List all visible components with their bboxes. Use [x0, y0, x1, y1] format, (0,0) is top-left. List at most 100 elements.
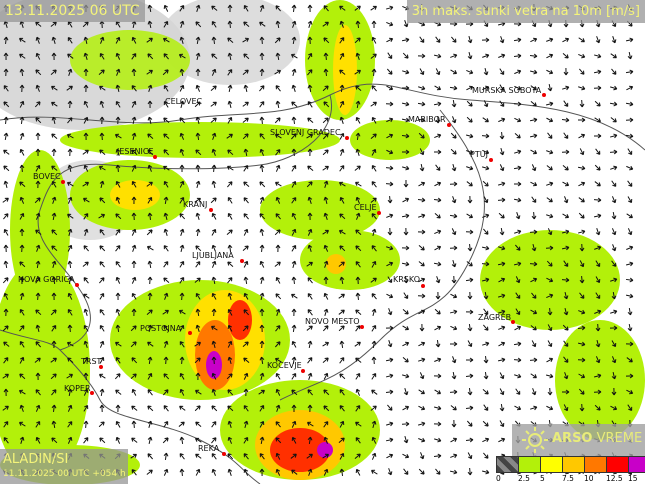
wind-arrow	[291, 84, 297, 92]
wind-arrow	[466, 165, 474, 171]
wind-arrow	[146, 181, 153, 187]
wind-arrow	[307, 4, 313, 13]
wind-arrow	[146, 469, 153, 475]
wind-arrow	[274, 69, 282, 75]
wind-arrow	[498, 437, 506, 443]
wind-arrow	[355, 85, 362, 91]
wind-arrow	[147, 341, 154, 347]
wind-arrow	[51, 148, 57, 157]
wind-arrow	[51, 229, 58, 236]
wind-arrow	[610, 53, 617, 59]
wind-arrow	[147, 453, 154, 460]
wind-arrow	[67, 244, 73, 252]
city-label: SLOVENJ GRADEC	[270, 128, 341, 137]
wind-arrow	[211, 36, 217, 45]
wind-arrow	[339, 340, 345, 349]
wind-arrow	[611, 211, 617, 220]
wind-arrow	[483, 355, 489, 364]
wind-arrow	[115, 276, 121, 284]
wind-arrow	[401, 421, 410, 427]
wind-arrow	[259, 372, 265, 380]
wind-arrow	[179, 468, 185, 477]
wind-arrow	[323, 405, 330, 412]
wind-arrow	[83, 277, 89, 284]
wind-arrow	[401, 149, 410, 155]
wind-arrow	[371, 469, 378, 475]
wind-arrow	[627, 51, 633, 60]
wind-arrow	[243, 213, 249, 220]
wind-arrow	[259, 436, 265, 445]
model-info: ALADIN/SI 11.11.2025 00 UTC +054 h	[0, 449, 128, 484]
wind-arrow	[19, 116, 25, 125]
wind-arrow	[275, 293, 282, 300]
wind-arrow	[579, 243, 585, 252]
wind-arrow	[83, 245, 89, 252]
legend-swatch	[607, 457, 629, 472]
wind-arrow	[243, 292, 249, 300]
wind-arrow	[418, 261, 425, 267]
wind-arrow	[163, 133, 170, 139]
wind-arrow	[67, 260, 73, 269]
wind-arrow	[35, 180, 41, 189]
wind-arrow	[578, 197, 585, 203]
wind-arrow	[483, 371, 489, 380]
wind-arrow	[179, 356, 185, 365]
city-label: CELJE	[354, 203, 377, 212]
wind-arrow	[465, 277, 474, 283]
wind-arrow	[34, 101, 41, 108]
wind-arrow	[577, 117, 586, 123]
wind-arrow	[242, 101, 249, 107]
wind-arrow	[322, 149, 329, 156]
wind-arrow	[227, 116, 233, 124]
wind-arrow	[3, 180, 9, 188]
wind-arrow	[275, 213, 281, 220]
wind-arrow	[531, 388, 537, 396]
wind-arrow	[274, 357, 282, 363]
wind-arrow	[531, 340, 537, 348]
wind-arrow	[178, 309, 186, 315]
wind-arrow	[275, 52, 281, 61]
wind-arrow	[211, 53, 218, 59]
city-label: KRSKO	[393, 275, 420, 284]
wind-arrow	[67, 292, 73, 300]
wind-arrow	[83, 84, 89, 93]
wind-arrow	[499, 164, 505, 172]
wind-arrow	[195, 308, 201, 317]
wind-arrow	[275, 421, 281, 428]
wind-arrow	[402, 325, 410, 331]
wind-arrow	[449, 85, 458, 91]
wind-arrow	[115, 357, 121, 364]
wind-arrow	[99, 149, 106, 155]
wind-arrow	[179, 405, 186, 411]
wind-arrow	[561, 245, 570, 251]
wind-arrow	[451, 196, 457, 204]
wind-arrow	[115, 229, 121, 236]
wind-arrow	[499, 131, 505, 140]
wind-arrow	[115, 148, 121, 156]
wind-arrow	[147, 149, 154, 156]
wind-arrow	[2, 277, 9, 284]
wind-arrow	[435, 291, 441, 300]
wind-arrow	[275, 164, 281, 172]
wind-arrow	[323, 260, 329, 268]
wind-arrow	[530, 37, 538, 43]
wind-arrow	[403, 227, 409, 236]
wind-arrow	[307, 69, 313, 76]
wind-arrow	[403, 468, 409, 475]
wind-arrow	[483, 228, 489, 235]
wind-arrow	[291, 436, 297, 444]
wind-arrow	[355, 276, 361, 285]
wind-arrow	[563, 340, 569, 347]
wind-arrow	[595, 148, 601, 155]
wind-arrow	[195, 261, 201, 268]
wind-arrow	[211, 388, 217, 396]
wind-arrow	[371, 325, 377, 332]
wind-arrow	[547, 324, 553, 332]
wind-arrow	[35, 164, 41, 172]
wind-arrow	[275, 5, 282, 12]
wind-arrow	[19, 341, 25, 348]
wind-arrow	[546, 260, 553, 267]
wind-arrow	[115, 101, 121, 108]
wind-arrow	[546, 149, 554, 155]
wind-arrow	[466, 116, 473, 123]
